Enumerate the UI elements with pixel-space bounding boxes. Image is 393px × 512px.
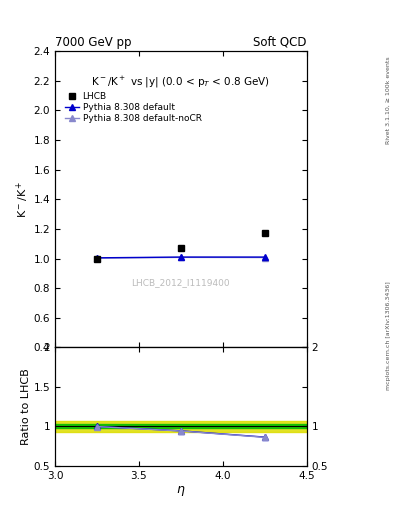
Line: LHCB: LHCB	[94, 230, 268, 262]
Pythia 8.308 default	[178, 254, 183, 260]
Text: Soft QCD: Soft QCD	[253, 36, 307, 49]
LHCB	[95, 255, 99, 262]
Pythia 8.308 default-noCR	[95, 255, 99, 261]
Text: 7000 GeV pp: 7000 GeV pp	[55, 36, 132, 49]
Line: Pythia 8.308 default-noCR: Pythia 8.308 default-noCR	[94, 254, 267, 261]
Pythia 8.308 default	[95, 255, 99, 261]
Text: LHCB_2012_I1119400: LHCB_2012_I1119400	[132, 278, 230, 287]
Legend: LHCB, Pythia 8.308 default, Pythia 8.308 default-noCR: LHCB, Pythia 8.308 default, Pythia 8.308…	[64, 91, 202, 124]
X-axis label: $\eta$: $\eta$	[176, 483, 185, 498]
Y-axis label: Ratio to LHCB: Ratio to LHCB	[21, 368, 31, 445]
Pythia 8.308 default-noCR	[262, 254, 267, 261]
Text: Rivet 3.1.10, ≥ 100k events: Rivet 3.1.10, ≥ 100k events	[386, 56, 391, 144]
LHCB	[262, 230, 267, 237]
LHCB	[178, 245, 183, 251]
Text: mcplots.cern.ch [arXiv:1306.3436]: mcplots.cern.ch [arXiv:1306.3436]	[386, 281, 391, 390]
Text: K$^-$/K$^+$ vs |y| (0.0 < p$_T$ < 0.8 GeV): K$^-$/K$^+$ vs |y| (0.0 < p$_T$ < 0.8 Ge…	[91, 75, 270, 90]
Line: Pythia 8.308 default: Pythia 8.308 default	[94, 254, 267, 261]
Pythia 8.308 default	[262, 254, 267, 260]
Pythia 8.308 default-noCR	[178, 254, 183, 261]
Y-axis label: K$^-$/K$^+$: K$^-$/K$^+$	[15, 181, 31, 218]
